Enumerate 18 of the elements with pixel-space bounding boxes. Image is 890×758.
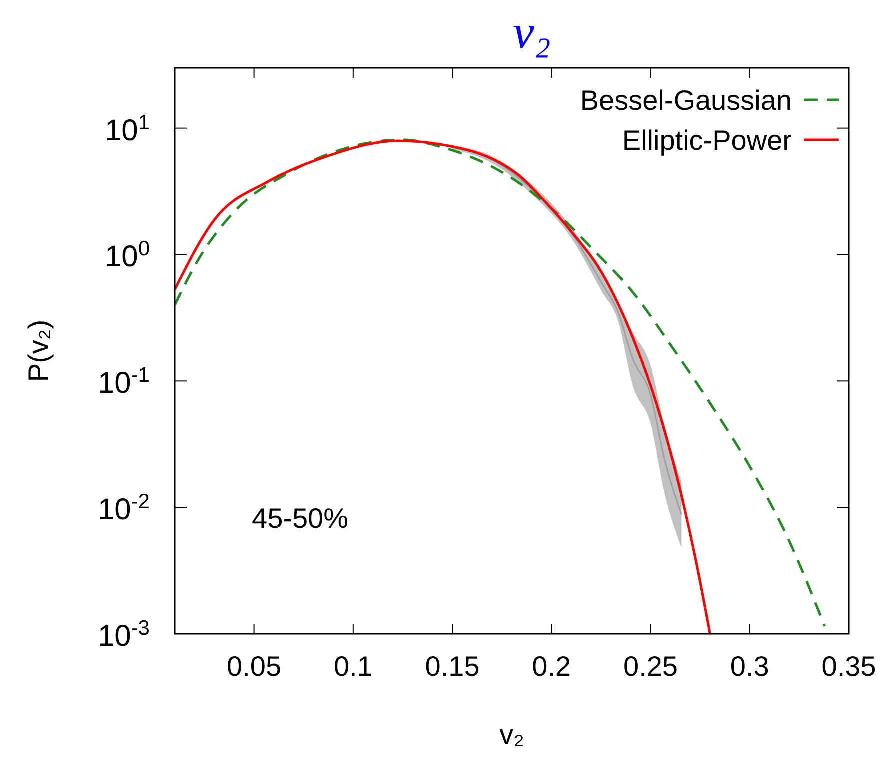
y-tick-label: 10$^{-3}$ bbox=[98, 616, 150, 653]
chart-title: v₂ bbox=[513, 6, 551, 59]
x-tick-label: 0.35 bbox=[822, 651, 876, 682]
annotation: 45-50% bbox=[252, 503, 349, 534]
x-tick-label: 0.1 bbox=[334, 651, 373, 682]
x-axis-title: v₂ bbox=[500, 719, 524, 750]
legend-label: Elliptic-Power bbox=[622, 125, 792, 156]
x-tick-label: 0.15 bbox=[425, 651, 480, 682]
x-tick-label: 0.25 bbox=[624, 651, 678, 682]
y-tick-label: 10$^{0}$ bbox=[104, 237, 150, 274]
x-tick-label: 0.05 bbox=[227, 651, 282, 682]
x-tick-label: 0.2 bbox=[532, 651, 572, 682]
y-axis-title: P(v₂) bbox=[23, 320, 54, 382]
legend-label: Bessel-Gaussian bbox=[580, 85, 792, 116]
y-tick-label: 10$^{-2}$ bbox=[98, 490, 150, 527]
y-tick-label: 10$^{1}$ bbox=[104, 110, 150, 148]
y-tick-label: 10$^{-1}$ bbox=[98, 364, 150, 400]
x-tick-label: 0.3 bbox=[730, 651, 770, 682]
